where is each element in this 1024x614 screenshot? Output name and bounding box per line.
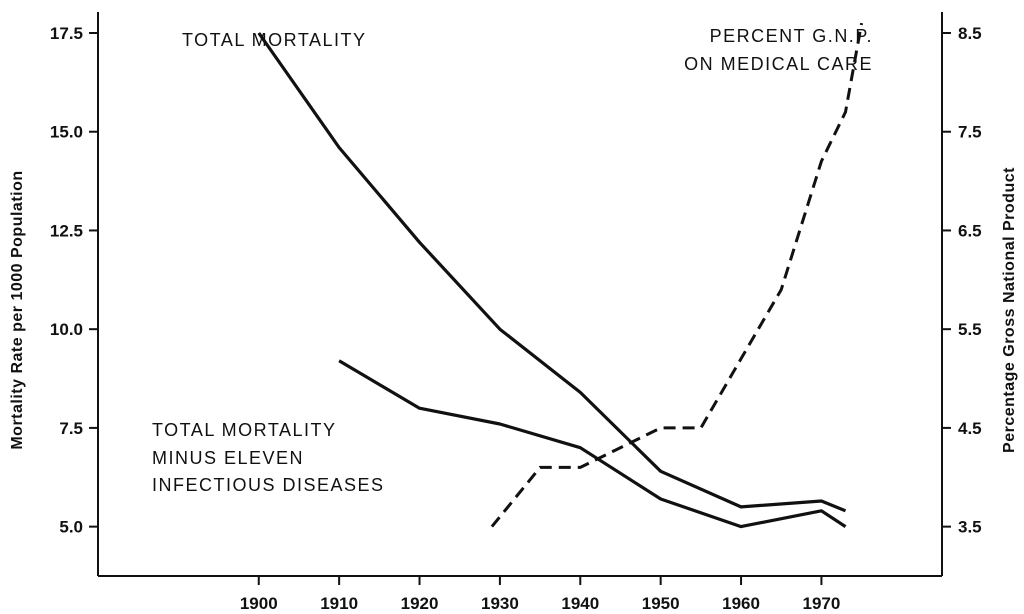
left-tick-label: 10.0 [50,320,83,339]
x-tick-label: 1900 [240,594,278,613]
mortality-minus-infectious-line [338,359,847,529]
right-tick-label: 5.5 [958,320,982,339]
annotation-gnp-line1: PERCENT G.N.P. [710,26,873,46]
x-tick-label: 1910 [320,594,358,613]
annotation-gnp-line2: ON MEDICAL CARE [684,54,873,74]
x-tick-label: 1970 [803,594,841,613]
left-tick-label: 5.0 [59,518,83,537]
right-tick-label: 6.5 [958,221,982,240]
left-tick-label: 15.0 [50,123,83,142]
left-y-axis: 5.0 7.5 10.0 12.5 15.0 17.5 [50,24,98,537]
right-tick-label: 4.5 [958,419,982,438]
left-tick-label: 12.5 [50,221,83,240]
right-y-axis: 3.5 4.5 5.5 6.5 7.5 8.5 [942,24,982,537]
right-tick-label: 3.5 [958,518,982,537]
series-group [257,22,864,529]
gnp-medical-care-line [490,22,864,528]
x-tick-label: 1940 [561,594,599,613]
right-axis-title: Percentage Gross National Product [1001,167,1018,453]
left-axis-title: Mortality Rate per 1000 Population [9,170,26,449]
x-tick-label: 1930 [481,594,519,613]
plot-frame [97,12,943,577]
total-mortality-line [257,32,847,513]
left-tick-label: 17.5 [50,24,83,43]
left-tick-label: 7.5 [59,419,83,438]
x-axis: 1900 1910 1920 1930 1940 1950 1960 1970 [240,576,840,613]
x-tick-label: 1920 [401,594,439,613]
right-tick-label: 7.5 [958,123,982,142]
right-tick-label: 8.5 [958,24,982,43]
annotation-minus-infectious-line1: TOTAL MORTALITY [152,420,337,440]
x-tick-label: 1960 [722,594,760,613]
annotation-minus-infectious-line3: INFECTIOUS DISEASES [152,475,385,495]
x-tick-label: 1950 [642,594,680,613]
annotation-total-mortality: TOTAL MORTALITY [182,30,367,50]
annotation-minus-infectious-line2: MINUS ELEVEN [152,448,304,468]
